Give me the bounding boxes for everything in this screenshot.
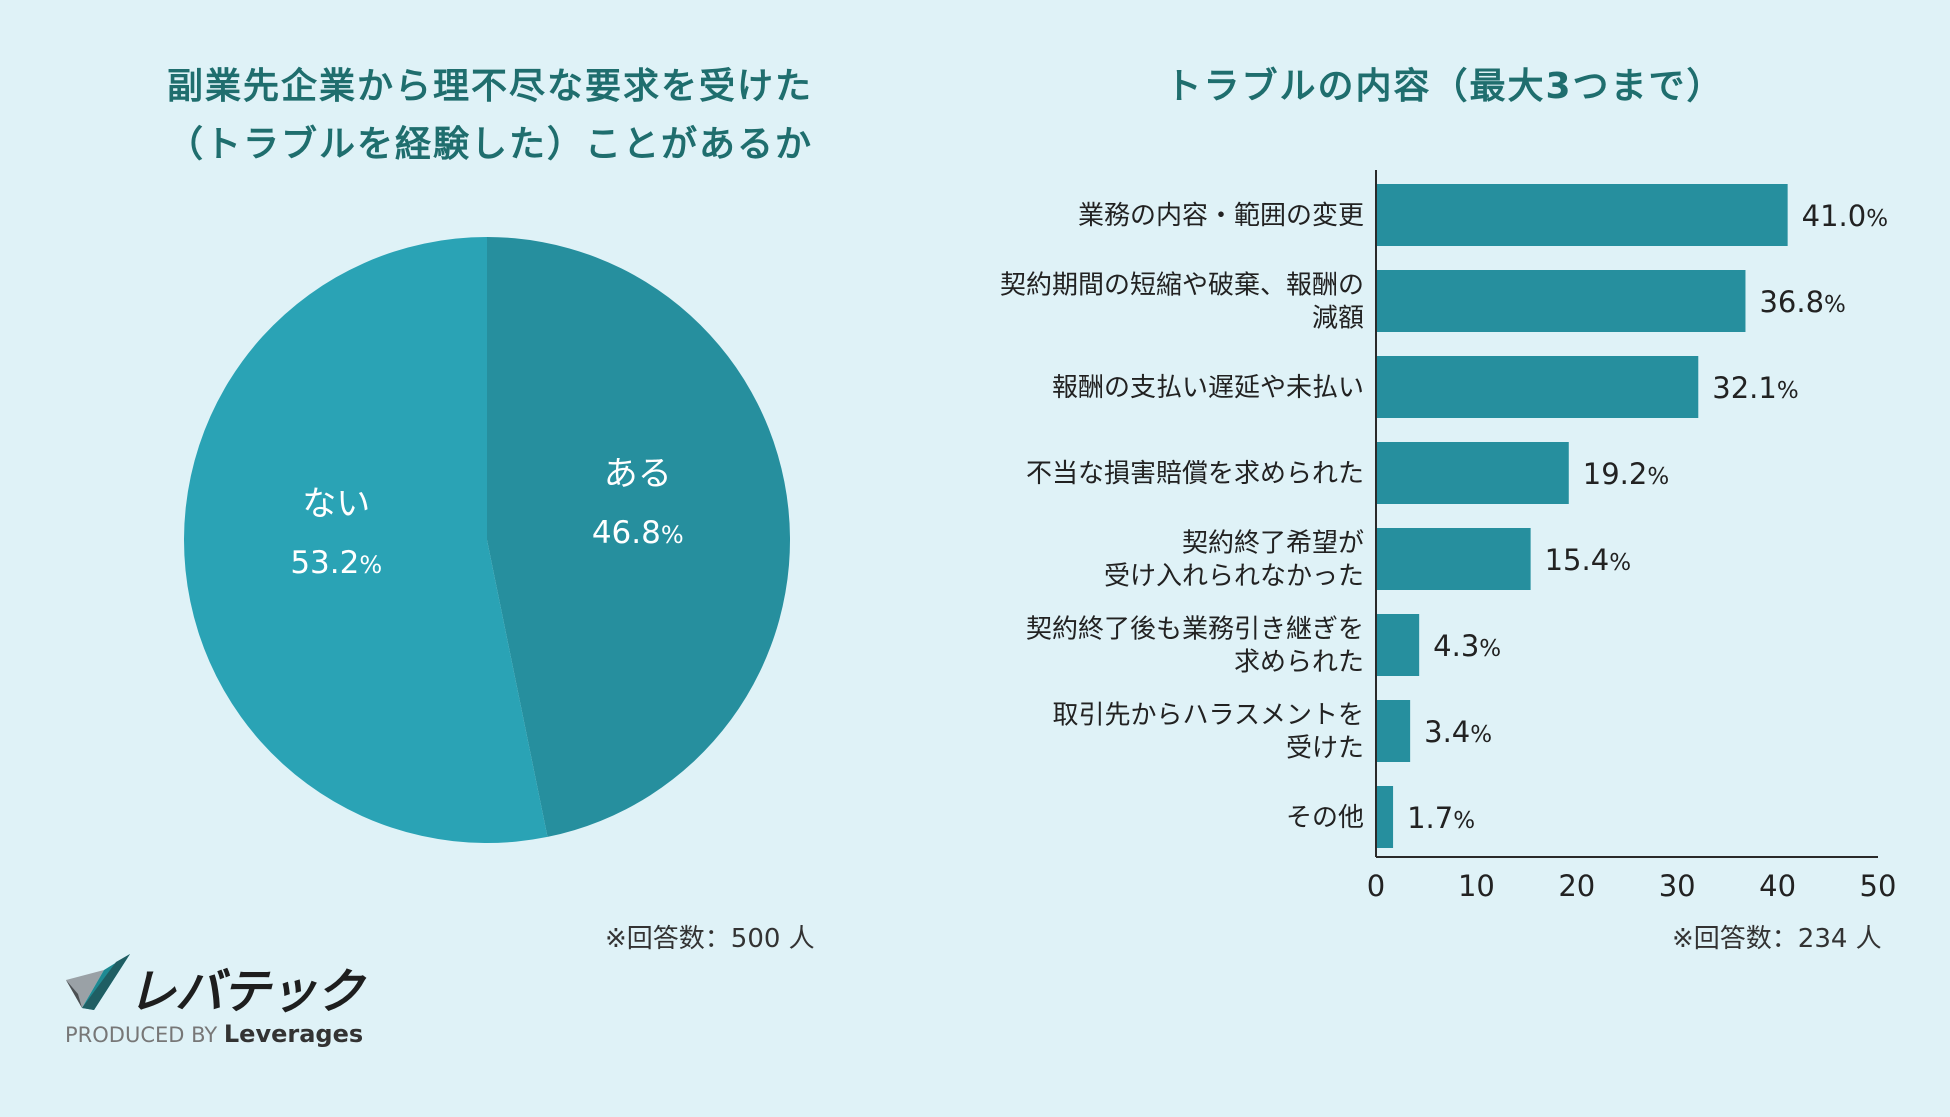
category-label-0: 業務の内容・範囲の変更 — [1078, 201, 1364, 231]
pie-slice-label-0: ある — [604, 454, 672, 494]
bar-value-label-1: 36.8% — [1759, 285, 1845, 319]
x-tick-label-0: 0 — [1367, 869, 1385, 900]
x-tick-label-3: 30 — [1659, 869, 1696, 900]
pie-slice-0 — [487, 237, 790, 837]
levtech-logo-mark — [66, 954, 130, 1010]
category-label-7: その他 — [1286, 803, 1364, 833]
produced-by-label: PRODUCED BY — [65, 1023, 218, 1047]
bar-7 — [1377, 786, 1394, 848]
bar-value-label-5: 4.3% — [1433, 629, 1501, 663]
bar-respondent-note: ※回答数：234 人 — [1672, 924, 1882, 954]
x-tick-label-2: 20 — [1558, 869, 1595, 900]
category-label-6: 取引先からハラスメントを受けた — [1053, 701, 1364, 764]
bar-value-label-3: 19.2% — [1583, 457, 1669, 491]
pie-chart-title: 副業先企業から理不尽な要求を受けた （トラブルを経験した）ことがあるか — [90, 58, 890, 174]
bar-value-label-7: 1.7% — [1407, 801, 1475, 835]
leverages-name: Leverages — [223, 1020, 364, 1048]
bar-chart-title: トラブルの内容（最大3つまで） — [1165, 66, 1725, 107]
bar-1 — [1377, 270, 1746, 332]
bar-4 — [1377, 528, 1531, 590]
x-tick-label-4: 40 — [1759, 869, 1796, 900]
bar-chart: 0 10 20 30 40 50 41.0% 業務の内容・範囲の変更 36.8% 契約期間の短縮や… — [1000, 170, 1897, 900]
category-label-1: 契約期間の短縮や破棄、報酬の減額 — [1000, 271, 1364, 334]
bar-6 — [1377, 700, 1411, 762]
category-label-4: 契約終了希望が受け入れられなかった — [1104, 529, 1364, 592]
pie-slice-value-0: 46.8% — [592, 515, 684, 551]
bar-3 — [1377, 442, 1569, 504]
bar-2 — [1377, 356, 1699, 418]
levtech-logo-text: レバテック — [128, 964, 364, 1020]
pie-title-line-1: 副業先企業から理不尽な要求を受けた — [166, 66, 813, 107]
bar-value-label-4: 15.4% — [1545, 543, 1631, 577]
pie-title-line-2: （トラブルを経験した）ことがあるか — [166, 124, 813, 165]
pie-respondent-note: ※回答数：500 人 — [605, 924, 815, 954]
category-label-5: 契約終了後も業務引き継ぎを求められた — [1026, 615, 1364, 678]
pie-slice-1 — [183, 237, 548, 843]
pie-slice-label-1: ない — [302, 484, 370, 524]
x-tick-label-5: 50 — [1860, 869, 1897, 900]
category-label-2: 報酬の支払い遅延や未払い — [1052, 373, 1364, 403]
x-tick-label-1: 10 — [1458, 869, 1495, 900]
bar-value-label-6: 3.4% — [1424, 715, 1492, 749]
pie-slice-value-1: 53.2% — [290, 545, 382, 581]
bar-value-label-2: 32.1% — [1712, 371, 1798, 405]
pie-chart: ある 46.8% ない 53.2% — [183, 237, 790, 843]
category-label-3: 不当な損害賠償を求められた — [1026, 459, 1364, 489]
bar-0 — [1377, 184, 1788, 246]
produced-by-text: PRODUCED BY Leverages — [65, 1020, 363, 1048]
bar-5 — [1377, 614, 1420, 676]
bar-value-label-0: 41.0% — [1802, 199, 1888, 233]
